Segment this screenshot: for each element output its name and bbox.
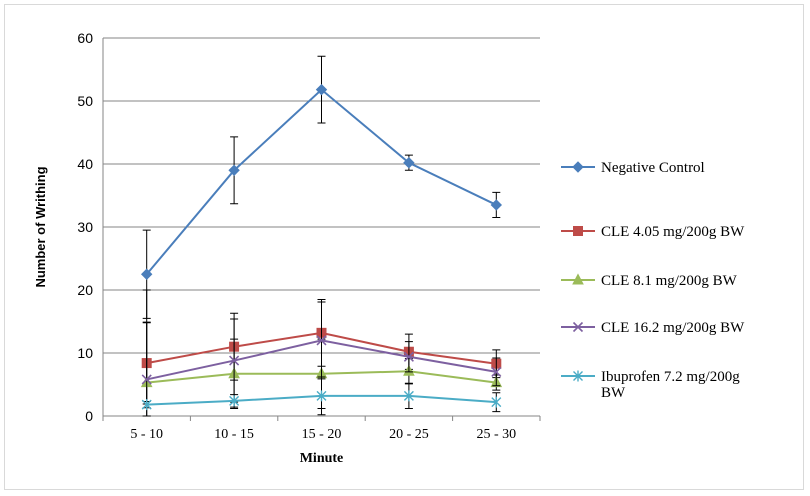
legend-marker [572, 321, 584, 333]
error-bar [142, 289, 151, 417]
y-tick-label: 60 [77, 30, 93, 46]
data-point [229, 395, 240, 407]
data-point [491, 366, 502, 377]
y-tick-label: 20 [77, 282, 93, 298]
y-tick-label: 50 [77, 93, 93, 109]
x-tick-label: 20 - 25 [389, 427, 429, 442]
x-tick-label: 10 - 15 [214, 427, 254, 442]
legend-entry: CLE 8.1 mg/200g BW [561, 273, 738, 289]
x-tick-label: 5 - 10 [130, 427, 163, 442]
legend: Negative Control CLE 4.05 mg/200g BW CLE 8… [561, 160, 745, 401]
legend-marker [573, 370, 583, 382]
legend-entry: Negative Control [561, 160, 705, 176]
series-4 [141, 289, 502, 417]
series-1 [140, 55, 503, 319]
x-tick-label: 25 - 30 [476, 427, 516, 442]
y-axis-title: Number of Writhing [33, 166, 48, 287]
line-chart: 0 10 20 30 40 50 60 5 - 10 10 - 15 15 - 20 20 - 25… [33, 30, 745, 466]
legend-label: BW [601, 385, 626, 401]
data-point [229, 355, 240, 366]
legend-entry: CLE 16.2 mg/200g BW [561, 320, 745, 336]
legend-label: CLE 16.2 mg/200g BW [601, 320, 745, 336]
data-point [141, 399, 152, 411]
data-point [315, 83, 328, 96]
legend-marker [573, 226, 583, 236]
legend-label: CLE 8.1 mg/200g BW [601, 273, 738, 289]
data-point [140, 268, 153, 280]
data-point [141, 374, 152, 385]
data-point [491, 396, 502, 408]
legend-label: Negative Control [601, 160, 705, 176]
data-point [490, 199, 503, 211]
legend-label: CLE 4.05 mg/200g BW [601, 224, 745, 240]
series-5 [141, 376, 502, 416]
data-point [403, 157, 415, 169]
legend-label: Ibuprofen 7.2 mg/200g [601, 369, 740, 385]
data-point [228, 164, 240, 177]
y-tick-label: 40 [77, 156, 93, 172]
legend-marker [572, 161, 584, 173]
data-point [403, 351, 414, 362]
x-tick-label: 15 - 20 [302, 427, 342, 442]
y-tick-label: 30 [77, 219, 93, 235]
y-tick-label: 10 [77, 345, 93, 361]
y-tick-label: 0 [85, 408, 93, 424]
x-axis-title: Minute [300, 451, 344, 466]
axes: 0 10 20 30 40 50 60 5 - 10 10 - 15 15 - 20 20 - 25… [77, 30, 541, 442]
legend-marker [572, 273, 584, 285]
legend-entry: CLE 4.05 mg/200g BW [561, 224, 745, 240]
data-point [403, 390, 414, 402]
chart-frame: 0 10 20 30 40 50 60 5 - 10 10 - 15 15 - 20 20 - 25… [4, 4, 804, 490]
data-point [316, 390, 327, 402]
series-group [140, 55, 503, 417]
data-point [316, 335, 327, 346]
